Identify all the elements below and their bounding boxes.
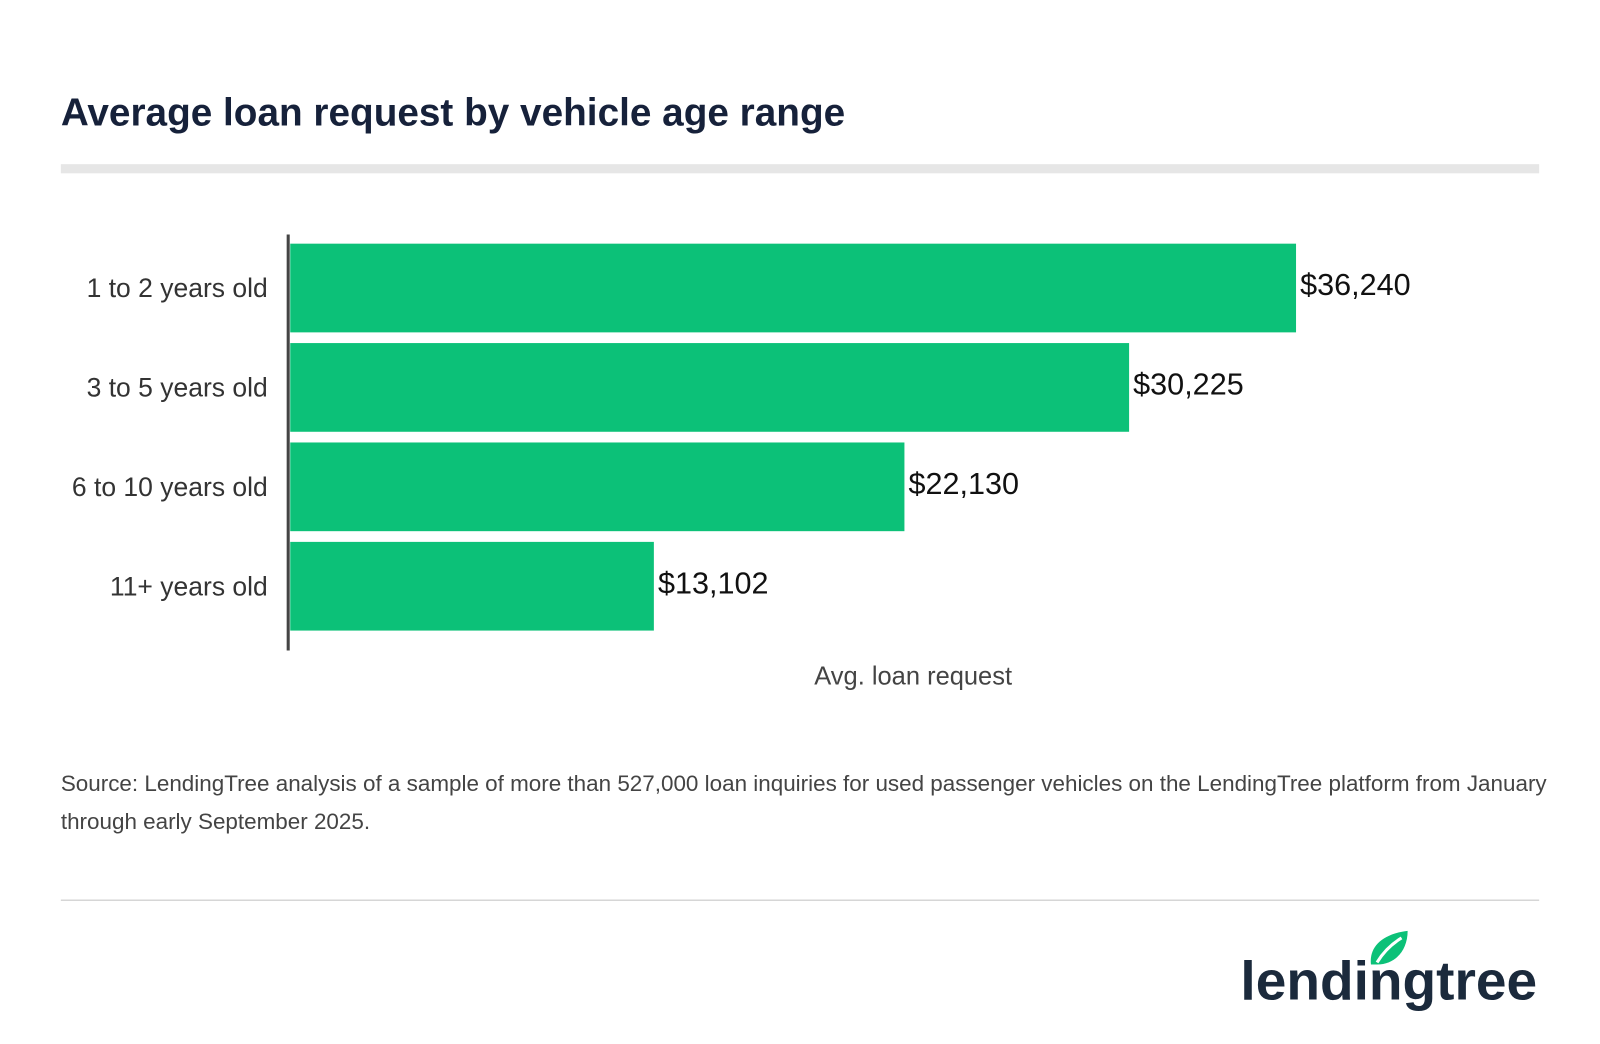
x-axis-label: Avg. loan request bbox=[814, 663, 1012, 691]
value-label: $13,102 bbox=[658, 566, 769, 600]
value-label: $30,225 bbox=[1133, 367, 1244, 401]
chart-title: Average loan request by vehicle age rang… bbox=[61, 91, 845, 134]
logo: lendingtree bbox=[1240, 949, 1537, 1011]
title-rule bbox=[60, 164, 1540, 174]
source-box: Source: LendingTree analysis of a sample… bbox=[60, 770, 1547, 834]
bar bbox=[290, 442, 905, 532]
bar bbox=[290, 243, 1297, 333]
category-label: 1 to 2 years old bbox=[87, 273, 268, 303]
value-label: $36,240 bbox=[1300, 268, 1411, 302]
category-label: 3 to 5 years old bbox=[87, 372, 268, 402]
bar bbox=[290, 343, 1130, 432]
value-label: $22,130 bbox=[909, 467, 1020, 501]
bar bbox=[290, 541, 654, 631]
logo-leaf-vein bbox=[1375, 936, 1403, 964]
category-label: 6 to 10 years old bbox=[72, 472, 268, 502]
source: Source: LendingTree analysis of a sample… bbox=[60, 770, 1547, 834]
category-label: 11+ years old bbox=[110, 571, 268, 601]
